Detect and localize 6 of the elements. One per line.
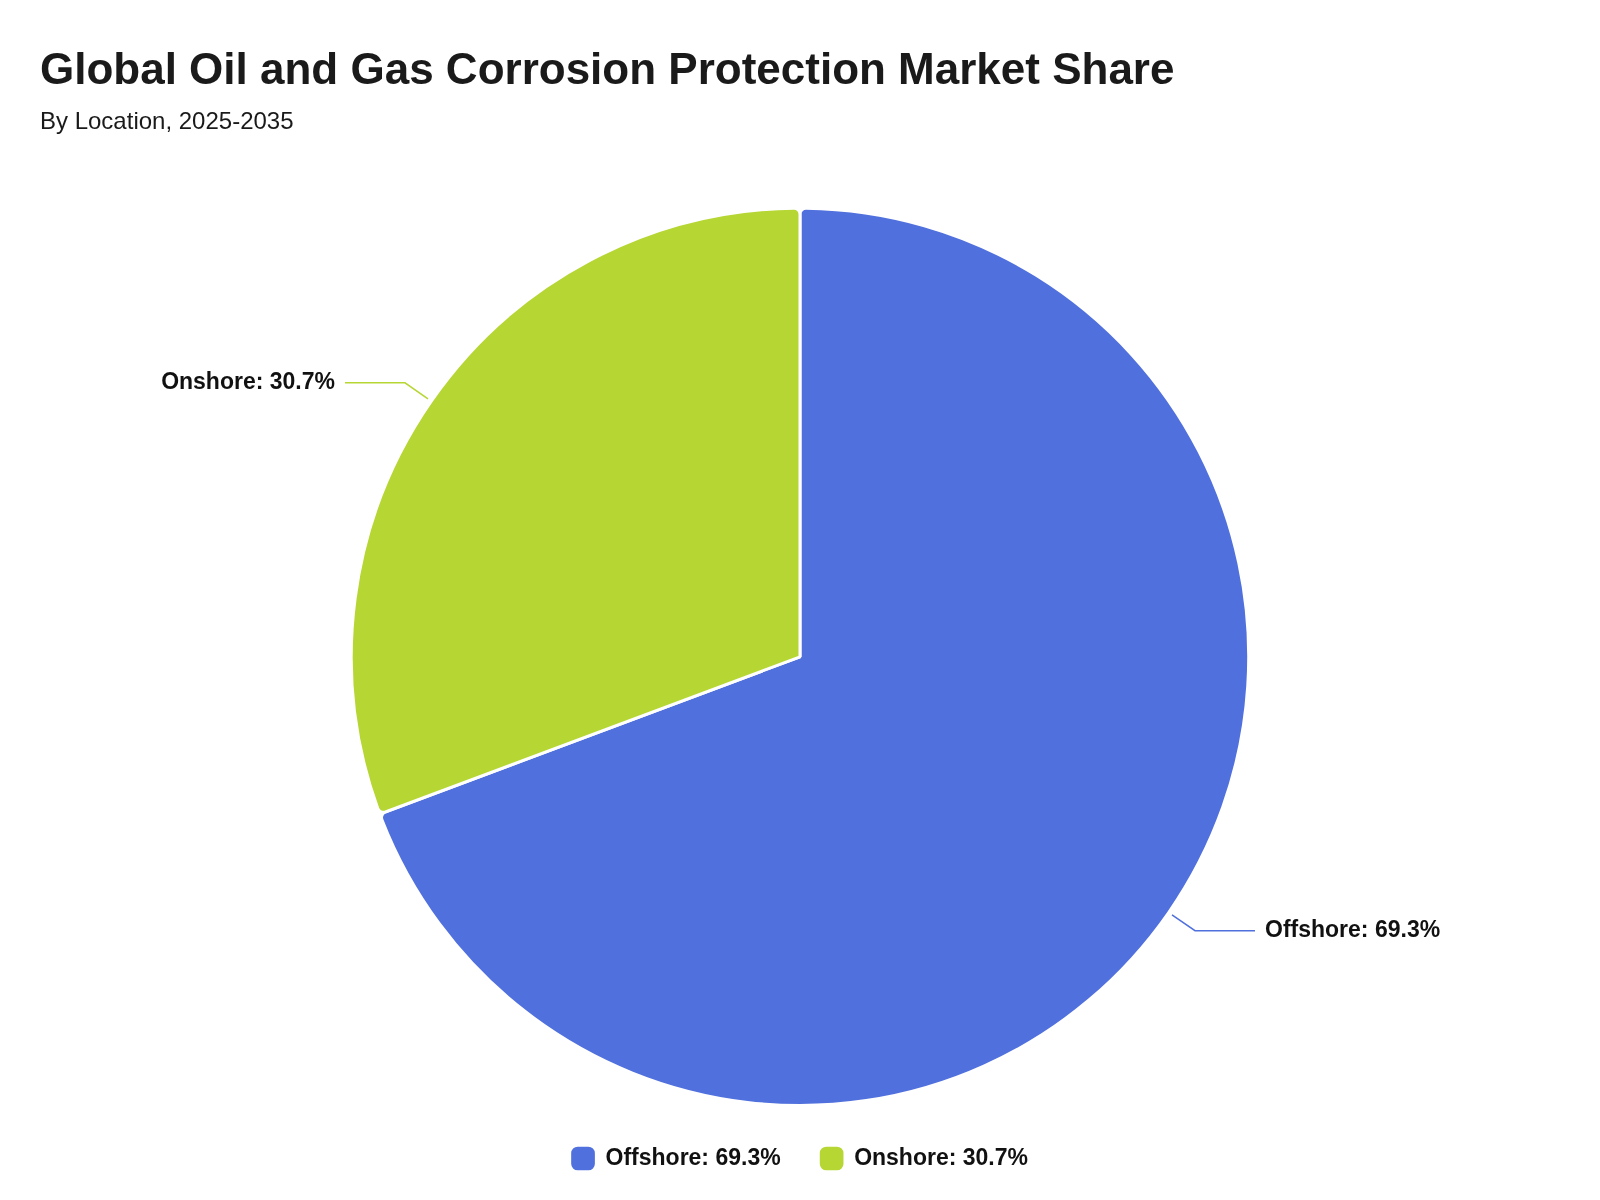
data-label: Onshore: 30.7% bbox=[161, 368, 335, 395]
chart-title: Global Oil and Gas Corrosion Protection Market Share bbox=[40, 43, 1175, 93]
chart-subtitle: By Location, 2025-2035 bbox=[40, 106, 294, 134]
legend-label: Offshore: 69.3% bbox=[605, 1143, 781, 1170]
data-label: Offshore: 69.3% bbox=[1265, 916, 1441, 943]
legend-label: Onshore: 30.7% bbox=[854, 1143, 1028, 1170]
